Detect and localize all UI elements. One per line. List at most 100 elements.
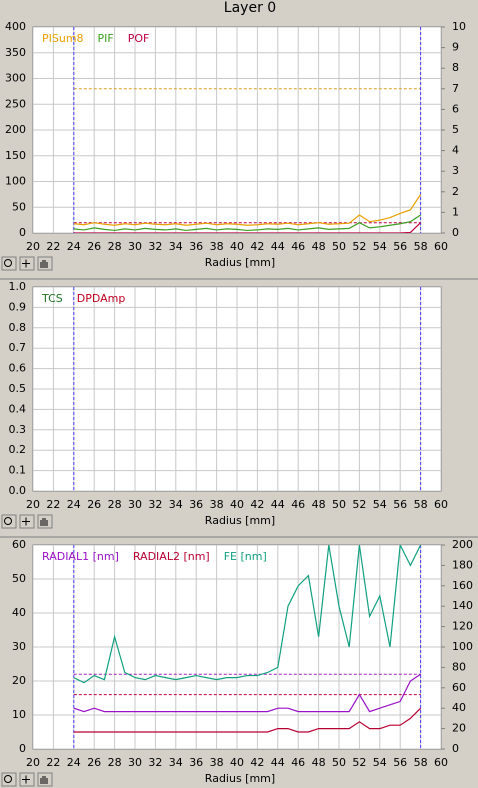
y2-tick-label: 160	[452, 579, 473, 592]
x-tick-label: 30	[128, 240, 142, 253]
x-tick-label: 36	[189, 498, 203, 511]
y-tick-label: 0.7	[9, 341, 27, 354]
y-tick-label: 100	[5, 175, 26, 188]
hand-icon	[40, 260, 48, 268]
y2-tick-label: 10	[452, 20, 466, 33]
x-tick-label: 52	[352, 240, 366, 253]
y-tick-label: 10	[12, 708, 26, 721]
y-tick-label: 300	[5, 72, 26, 85]
x-tick-label: 50	[332, 498, 346, 511]
y-tick-label: 0.1	[9, 464, 27, 477]
x-tick-label: 54	[373, 756, 387, 769]
x-tick-label: 20	[26, 498, 40, 511]
zoom-icon	[4, 775, 12, 783]
y2-tick-label: 3	[452, 164, 459, 177]
x-tick-label: 32	[148, 240, 162, 253]
data-line	[73, 545, 422, 684]
x-axis-label: Radius [mm]	[205, 256, 275, 269]
x-tick-label: 26	[87, 498, 101, 511]
x-tick-label: 60	[434, 240, 448, 253]
y2-tick-label: 120	[452, 620, 473, 633]
hand-icon	[40, 776, 48, 784]
x-tick-label: 22	[46, 498, 60, 511]
x-tick-label: 20	[26, 756, 40, 769]
y-tick-label: 350	[5, 46, 26, 59]
x-tick-label: 48	[312, 498, 326, 511]
y2-tick-label: 200	[452, 538, 473, 551]
data-line	[73, 707, 422, 733]
y-tick-label: 0.9	[9, 300, 27, 313]
zoom-icon	[4, 517, 12, 525]
y-tick-label: 0.8	[9, 321, 27, 334]
y2-tick-label: 2	[452, 185, 459, 198]
x-tick-label: 40	[230, 498, 244, 511]
x-tick-label: 28	[108, 240, 122, 253]
y-tick-label: 250	[5, 97, 26, 110]
x-tick-label: 48	[312, 240, 326, 253]
x-tick-label: 42	[250, 240, 264, 253]
zoom-icon	[4, 259, 12, 267]
x-tick-label: 38	[210, 240, 224, 253]
x-tick-label: 58	[414, 240, 428, 253]
x-tick-label: 34	[169, 756, 183, 769]
y2-tick-label: 5	[452, 123, 459, 136]
y2-tick-label: 9	[452, 41, 459, 54]
y-tick-label: 0.5	[9, 382, 27, 395]
data-line	[73, 194, 422, 226]
y-tick-label: 1.0	[9, 280, 27, 293]
y2-tick-label: 8	[452, 61, 459, 74]
y-tick-label: 30	[12, 640, 26, 653]
x-tick-label: 54	[373, 240, 387, 253]
legend-entry: DPDAmp	[77, 292, 126, 305]
x-tick-label: 36	[189, 240, 203, 253]
x-tick-label: 46	[291, 240, 305, 253]
y-tick-label: 200	[5, 123, 26, 136]
x-tick-label: 34	[169, 240, 183, 253]
legend-entry: PIF	[98, 32, 114, 45]
x-tick-label: 44	[271, 498, 285, 511]
legend-entry: POF	[128, 32, 150, 45]
y-tick-label: 60	[12, 538, 26, 551]
y2-tick-label: 140	[452, 599, 473, 612]
x-axis-label: Radius [mm]	[205, 514, 275, 527]
y-tick-label: 0	[19, 742, 26, 755]
x-tick-label: 34	[169, 498, 183, 511]
x-tick-label: 38	[210, 756, 224, 769]
y-tick-label: 0.2	[9, 443, 27, 456]
x-tick-label: 52	[352, 498, 366, 511]
x-tick-label: 40	[230, 756, 244, 769]
y2-tick-label: 0	[452, 742, 459, 755]
y-tick-label: 150	[5, 149, 26, 162]
x-tick-label: 52	[352, 756, 366, 769]
x-tick-label: 56	[393, 756, 407, 769]
x-tick-label: 26	[87, 756, 101, 769]
x-tick-label: 50	[332, 756, 346, 769]
y-tick-label: 40	[12, 606, 26, 619]
y2-tick-label: 180	[452, 558, 473, 571]
y-tick-label: 0.6	[9, 362, 27, 375]
x-tick-label: 26	[87, 240, 101, 253]
x-tick-label: 38	[210, 498, 224, 511]
y2-tick-label: 7	[452, 82, 459, 95]
x-tick-label: 24	[67, 756, 81, 769]
x-tick-label: 48	[312, 756, 326, 769]
y-tick-label: 0.3	[9, 423, 27, 436]
x-tick-label: 28	[108, 756, 122, 769]
x-tick-label: 56	[393, 498, 407, 511]
x-tick-label: 36	[189, 756, 203, 769]
y-tick-label: 20	[12, 674, 26, 687]
x-tick-label: 30	[128, 498, 142, 511]
legend-entry: RADIAL1 [nm]	[42, 550, 119, 563]
x-tick-label: 30	[128, 756, 142, 769]
x-tick-label: 50	[332, 240, 346, 253]
x-tick-label: 46	[291, 498, 305, 511]
y-tick-label: 0.4	[9, 402, 27, 415]
data-line	[73, 214, 421, 232]
y-tick-label: 400	[5, 20, 26, 33]
y2-tick-label: 20	[452, 722, 466, 735]
x-tick-label: 42	[250, 498, 264, 511]
x-axis-label: Radius [mm]	[205, 772, 275, 785]
plot-layer	[33, 287, 441, 491]
x-tick-label: 42	[250, 756, 264, 769]
